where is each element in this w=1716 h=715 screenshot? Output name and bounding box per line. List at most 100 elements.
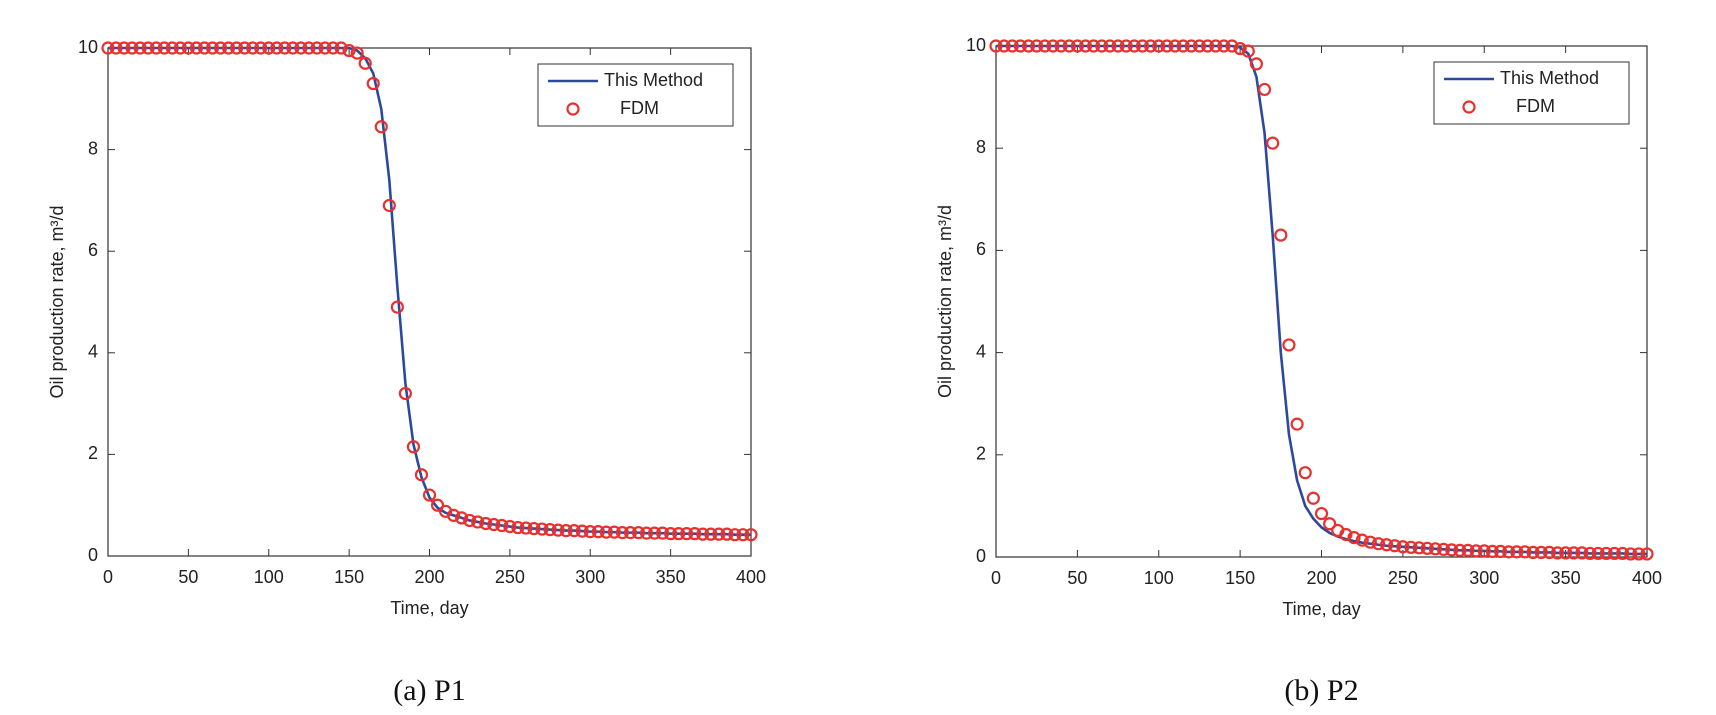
data-point [181,41,195,55]
data-point [1526,545,1540,560]
data-point [728,528,742,542]
data-point [1217,39,1231,53]
data-point [1502,545,1516,559]
data-point [246,41,260,55]
data-point [1445,543,1459,557]
y-tick-label: 10 [78,37,98,57]
data-point [1534,545,1548,560]
data-point [1615,546,1630,561]
x-tick-label: 0 [991,568,1001,588]
data-point [575,524,589,538]
x-tick-label: 250 [495,567,525,587]
data-point [366,76,380,91]
data-point [1469,544,1483,558]
data-point [230,41,244,55]
data-point [1510,545,1524,559]
data-point [1168,39,1182,53]
subtitle: (b) P2 [1284,674,1358,707]
data-point [262,41,276,55]
data-point [213,41,228,55]
data-point [463,513,477,528]
data-point [1241,44,1255,58]
data-point [1306,491,1320,505]
legend-label: This Method [1500,68,1599,88]
data-point [1233,41,1247,56]
subplot: 0 50 100 150 200 250 300 350 400 0 2 4 6 8 10 Time, day… [935,35,1662,707]
data-point [503,519,517,534]
data-point [1477,544,1491,558]
data-point [989,39,1003,53]
data-point [583,525,597,539]
data-point [390,300,404,314]
data-point [487,517,501,532]
data-point [189,41,204,55]
data-point [1404,540,1418,554]
data-point [696,527,710,541]
data-point [1249,57,1264,71]
legend-label: FDM [620,98,659,118]
data-point [1030,39,1044,53]
data-point [1005,39,1019,53]
y-tick-label: 8 [88,138,98,158]
data-point [1095,39,1109,53]
y-tick-label: 10 [966,35,986,55]
y-tick-label: 0 [976,546,986,566]
data-point [607,525,621,539]
x-tick-label: 250 [1388,568,1418,588]
x-tick-label: 150 [334,567,364,587]
data-point [1518,545,1532,559]
data-point [294,41,308,55]
data-point [278,41,292,55]
y-tick-label: 0 [88,545,98,565]
data-point [1135,39,1150,53]
legend-label: FDM [1516,96,1555,116]
legend-box [1433,61,1630,125]
data-point [1127,39,1141,53]
x-tick-label: 400 [1632,568,1662,588]
data-point [1347,530,1361,545]
y-tick-label: 6 [88,240,98,260]
data-point [1420,541,1434,555]
data-point [1282,338,1296,352]
data-point [1274,228,1288,242]
subplot: 0 50 100 150 200 250 300 350 400 0 2 4 6 8 10 Time, day… [47,37,766,707]
data-point [414,468,429,482]
data-point [543,522,557,537]
data-point [1388,539,1402,553]
data-point [647,526,662,540]
y-axis-label: Oil production rate, m³/d [47,205,67,398]
data-point [1412,541,1426,555]
data-point [101,41,115,55]
data-point [680,527,694,541]
data-point [1493,544,1508,558]
y-tick-label: 6 [976,239,986,259]
data-point [1054,39,1068,53]
x-axis-label: Time, day [1282,599,1360,619]
data-point [1371,537,1386,551]
data-point [1314,506,1329,521]
data-point [1119,39,1133,53]
x-tick-label: 400 [736,567,766,587]
data-point [559,523,573,538]
data-point [1542,545,1556,560]
data-point [704,527,718,541]
x-tick-label: 100 [254,567,284,587]
data-point [1583,546,1597,561]
y-tick-label: 2 [88,443,98,463]
data-point [1640,547,1654,561]
data-point [1209,39,1223,53]
data-point [1070,39,1084,53]
legend-label: This Method [604,70,703,90]
data-point [479,516,493,531]
data-point [238,41,252,55]
data-point [591,525,605,539]
data-point [430,498,445,512]
data-point [133,41,147,55]
data-point [1559,546,1573,560]
data-point [117,41,131,55]
data-point [326,41,340,55]
x-tick-label: 50 [178,567,198,587]
data-point [374,120,388,134]
data-point [1575,546,1589,560]
